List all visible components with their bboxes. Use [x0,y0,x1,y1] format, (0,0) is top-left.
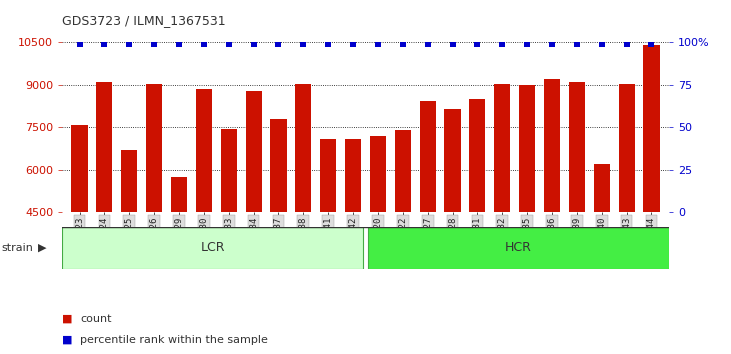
Bar [72,125,88,212]
Bar [320,139,336,212]
Bar [246,91,262,212]
Point [173,41,185,47]
Bar [295,84,311,212]
Point [372,41,384,47]
Bar [544,79,560,212]
Point [148,41,160,47]
Point [496,41,508,47]
Point [621,41,632,47]
Point [447,41,458,47]
Bar [494,84,510,212]
Bar [345,139,361,212]
Bar [171,177,187,212]
Text: ■: ■ [62,335,72,345]
Point [273,41,284,47]
Text: strain: strain [1,243,34,253]
Bar [519,85,535,212]
Point [521,41,533,47]
Bar [368,227,669,269]
Bar [395,130,411,212]
Point [298,41,309,47]
Text: GDS3723 / ILMN_1367531: GDS3723 / ILMN_1367531 [62,14,226,27]
Point [422,41,433,47]
Text: ■: ■ [62,314,72,324]
Bar [221,129,237,212]
Point [471,41,483,47]
Bar [569,82,585,212]
Point [546,41,558,47]
Text: count: count [80,314,112,324]
Bar [643,45,659,212]
Bar [146,84,162,212]
Point [124,41,135,47]
Point [223,41,235,47]
Text: ▶: ▶ [38,243,47,253]
Bar [196,89,212,212]
Bar [444,109,461,212]
Point [322,41,334,47]
Point [198,41,210,47]
Text: HCR: HCR [505,241,532,254]
Point [397,41,409,47]
Bar [594,164,610,212]
Bar [121,150,137,212]
Bar [96,82,113,212]
Bar [420,101,436,212]
Point [74,41,86,47]
Bar [270,119,287,212]
Bar [618,84,635,212]
Point [571,41,583,47]
Point [596,41,607,47]
Point [248,41,260,47]
Text: percentile rank within the sample: percentile rank within the sample [80,335,268,345]
Bar [370,136,386,212]
Point [347,41,359,47]
Point [645,41,657,47]
Bar [469,99,485,212]
Text: LCR: LCR [200,241,225,254]
Bar [62,227,363,269]
Point [99,41,110,47]
